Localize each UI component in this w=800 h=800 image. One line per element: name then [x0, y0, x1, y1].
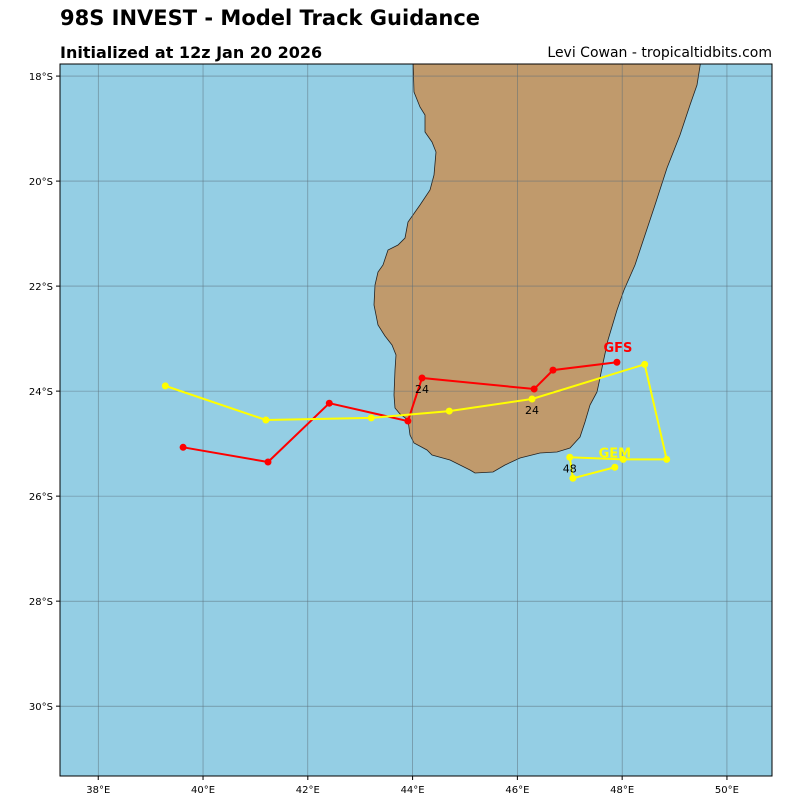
gfs-track-line: [182, 361, 618, 464]
y-tick-label: 24°S: [29, 387, 53, 398]
gfs-track-point: [613, 358, 621, 366]
y-tick-label: 20°S: [29, 177, 53, 188]
gfs-track-point: [325, 399, 333, 407]
chart-title: 98S INVEST - Model Track Guidance: [60, 6, 481, 30]
gfs-track-point: [549, 366, 557, 374]
y-tick-label: 30°S: [29, 702, 53, 713]
gfs-track-point: [264, 458, 272, 466]
madagascar-land: [373, 64, 701, 474]
x-tick-label: 42°E: [296, 785, 320, 796]
x-tick-label: 40°E: [191, 785, 215, 796]
y-tick-label: 28°S: [29, 597, 53, 608]
y-tick-label: 26°S: [29, 492, 53, 503]
gem-track-point: [161, 382, 169, 390]
y-tick-label: 22°S: [29, 282, 53, 293]
gem-track-point: [619, 455, 627, 463]
plot-area: GFS 24 GEM 24 48: [60, 64, 772, 776]
gem-hour-label: 24: [525, 404, 539, 417]
gem-track-point: [641, 360, 649, 368]
x-tick-label: 38°E: [86, 785, 110, 796]
gem-track-point: [445, 407, 453, 415]
gem-track-point: [528, 395, 536, 403]
gem-track-point: [569, 474, 577, 482]
plot-border: [59, 63, 773, 777]
credit-text: Levi Cowan - tropicaltidbits.com: [547, 45, 772, 61]
gfs-model-label: GFS: [603, 341, 632, 356]
gfs-track-point: [179, 443, 187, 451]
x-tick-label: 46°E: [505, 785, 529, 796]
gem-track-point: [262, 416, 270, 424]
gem-track-point: [611, 463, 619, 471]
gfs-track-point: [530, 385, 538, 393]
gem-hour-label: 48: [563, 462, 577, 475]
x-tick-label: 50°E: [715, 785, 739, 796]
gem-track-point: [367, 414, 375, 422]
gfs-track-point: [404, 417, 412, 425]
gem-track-point: [663, 455, 671, 463]
y-tick-label: 18°S: [29, 72, 53, 83]
chart-subtitle: Initialized at 12z Jan 20 2026: [60, 43, 323, 62]
x-tick-label: 48°E: [610, 785, 634, 796]
x-tick-label: 44°E: [401, 785, 425, 796]
gem-track-point: [566, 453, 574, 461]
gfs-track-point: [418, 374, 426, 382]
gfs-hour-label: 24: [415, 383, 429, 396]
gem-model-label: GEM: [599, 446, 632, 461]
